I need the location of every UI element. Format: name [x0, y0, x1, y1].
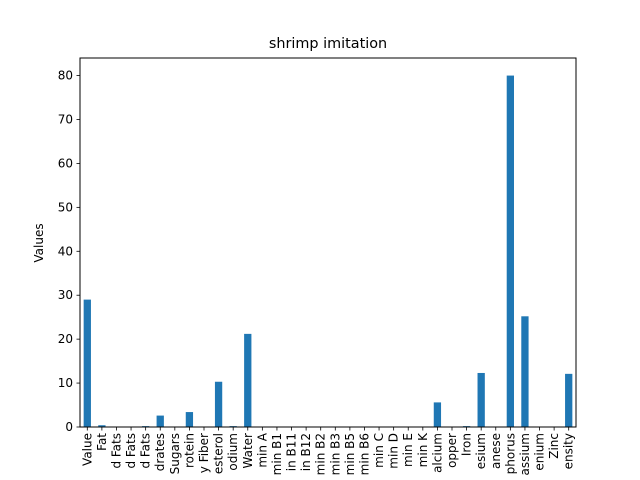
x-tick-label: alcium	[430, 433, 444, 473]
x-tick-label: anese	[489, 433, 503, 469]
y-tick-label: 70	[58, 113, 73, 127]
x-tick-label: Fat	[95, 433, 109, 451]
y-tick-label: 30	[58, 288, 73, 302]
x-tick-label: min D	[387, 433, 401, 469]
x-tick-label: assium	[518, 433, 532, 476]
bar	[521, 316, 529, 427]
x-axis-ticks: Value Fat d Fats d Fats d Fats drates Sugars ro…	[80, 427, 576, 476]
x-tick-label: odium	[226, 433, 240, 471]
x-tick-label: min K	[416, 432, 430, 467]
x-tick-label: d Fats	[139, 433, 153, 469]
x-tick-label: Value	[80, 433, 94, 466]
x-tick-label: opper	[445, 433, 459, 468]
x-tick-label: min B5	[343, 433, 357, 475]
x-tick-label: in B11	[285, 433, 299, 471]
bar	[433, 402, 442, 427]
x-tick-label: esium	[474, 433, 488, 469]
y-tick-label: 40	[58, 244, 73, 258]
bar	[506, 75, 514, 427]
bar	[83, 299, 91, 427]
x-tick-label: rotein	[182, 433, 196, 468]
chart-title: shrimp imitation	[269, 36, 387, 52]
bar	[214, 381, 223, 427]
bar	[98, 425, 106, 427]
x-tick-label: min B2	[314, 433, 328, 475]
y-tick-label: 20	[58, 332, 73, 346]
x-tick-label: min E	[401, 433, 415, 467]
x-tick-label: min B3	[328, 433, 342, 475]
plot-frame	[79, 57, 577, 428]
y-tick-label: 80	[58, 69, 73, 83]
x-tick-label: Water	[241, 433, 255, 469]
x-tick-label: y Fiber	[197, 433, 211, 473]
bar	[156, 415, 164, 427]
y-tick-label: 10	[58, 376, 73, 390]
x-tick-label: phorus	[503, 433, 517, 474]
bar	[477, 372, 485, 427]
x-tick-label: min B6	[357, 433, 371, 475]
x-tick-label: esterol	[212, 433, 226, 474]
x-tick-label: min A	[255, 432, 269, 467]
y-tick-label: 50	[58, 200, 73, 214]
x-tick-label: ensity	[562, 433, 576, 469]
y-tick-label: 60	[58, 156, 73, 170]
x-tick-label: min B1	[270, 433, 284, 475]
x-tick-label: drates	[153, 433, 167, 471]
y-axis-label: Values	[32, 223, 46, 262]
bar	[244, 333, 252, 427]
x-tick-label: in B12	[299, 433, 313, 471]
x-tick-label: enium	[533, 433, 547, 471]
y-axis-ticks: 0 10 20 30 40 50 60 70 80	[58, 69, 80, 434]
bar	[185, 412, 194, 427]
y-tick-label: 0	[65, 420, 73, 434]
x-tick-label: Sugars	[168, 433, 182, 474]
bar	[565, 373, 573, 427]
x-tick-label: d Fats	[109, 433, 123, 469]
x-tick-label: Zinc	[547, 433, 561, 459]
x-tick-label: min C	[372, 433, 386, 468]
bars-group	[83, 75, 573, 427]
x-tick-label: Iron	[460, 433, 474, 456]
x-tick-label: d Fats	[124, 433, 138, 469]
